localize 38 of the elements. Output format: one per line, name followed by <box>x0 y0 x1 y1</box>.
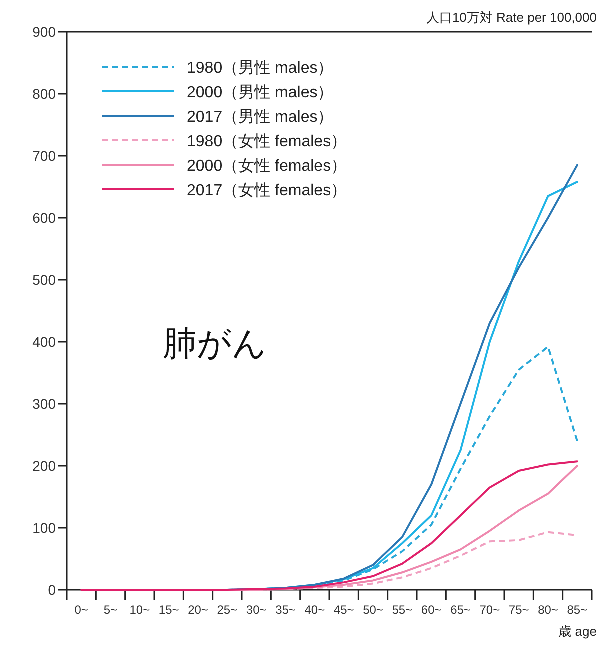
text: 肺がん <box>163 325 267 363</box>
y-tick-label: 100 <box>32 520 56 536</box>
x-tick-label: 50~ <box>363 603 384 617</box>
x-tick-label: 45~ <box>334 603 354 617</box>
x-tick-label: 75~ <box>508 603 530 617</box>
y-tick-label: 400 <box>32 334 56 350</box>
y-tick-label: 500 <box>32 272 56 288</box>
x-tick-label: 0~ <box>74 603 88 617</box>
y-tick-label: 200 <box>32 458 56 474</box>
y-axis-title: 人口10万対 Rate per 100,000 <box>426 10 597 25</box>
y-tick-label: 600 <box>32 210 56 226</box>
x-tick-label: 10~ <box>130 603 150 617</box>
x-tick-label: 70~ <box>480 603 500 617</box>
legend-label: 2000（男性 males） <box>187 84 334 102</box>
x-tick-label: 55~ <box>392 603 413 617</box>
x-tick-label: 30~ <box>246 603 267 617</box>
x-axis-title: 歳 age <box>558 624 597 639</box>
x-tick-label: 85~ <box>567 603 588 617</box>
y-tick-label: 300 <box>32 396 56 412</box>
legend-label: 1980（男性 males） <box>187 60 334 77</box>
legend-label: 1980（女性 females） <box>187 134 348 150</box>
x-tick-label: 80~ <box>538 603 558 617</box>
legend-label: 2017（男性 males） <box>187 109 334 126</box>
y-tick-label: 900 <box>32 24 56 40</box>
x-tick-label: 15~ <box>158 603 180 617</box>
x-tick-label: 5~ <box>104 603 118 617</box>
legend-label: 2000（女性 females） <box>187 158 348 175</box>
x-tick-label: 25~ <box>217 603 238 617</box>
x-tick-label: 20~ <box>188 603 208 617</box>
y-tick-label: 0 <box>48 582 56 598</box>
y-tick-label: 800 <box>32 86 56 102</box>
line-series <box>80 460 578 591</box>
x-tick-label: 65~ <box>450 603 471 617</box>
y-tick-label: 700 <box>32 148 56 164</box>
x-tick-label: 60~ <box>421 603 442 617</box>
x-tick-label: 40~ <box>304 603 326 617</box>
legend-label: 2017（女性 females） <box>187 182 348 200</box>
x-tick-label: 35~ <box>276 603 296 617</box>
